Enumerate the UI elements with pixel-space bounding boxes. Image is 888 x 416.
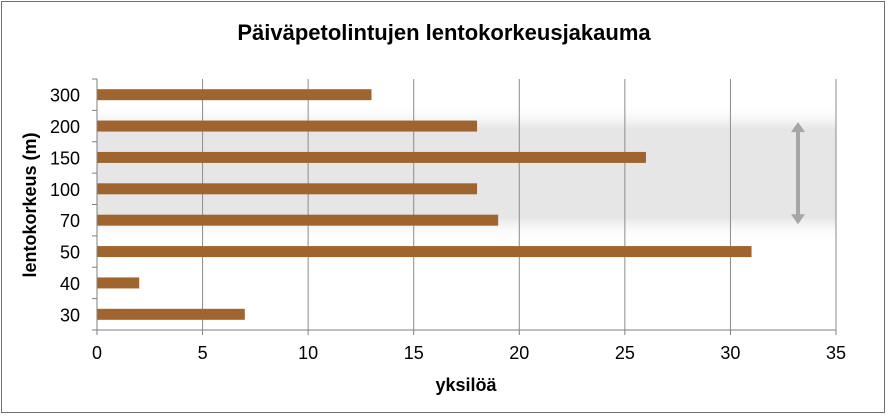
bar-200 [97,120,478,132]
double-arrow-annotation [791,122,805,225]
y-tick-label-70: 70 [60,211,80,231]
arrow-head-up-icon [791,122,805,133]
arrow-head-down-icon [791,214,805,225]
x-tick-label-10: 10 [298,343,318,363]
x-tick-label-15: 15 [404,343,424,363]
bar-300 [97,89,372,101]
y-tick-label-300: 300 [50,86,80,106]
bar-70 [97,214,499,226]
y-tick-label-200: 200 [50,117,80,137]
bar-100 [97,183,478,195]
y-tick-label-30: 30 [60,305,80,325]
x-tick-label-20: 20 [509,343,529,363]
y-tick-label-40: 40 [60,274,80,294]
x-axis-label: yksilöä [435,375,497,395]
y-axis-label: lentokorkeus (m) [20,132,40,277]
x-tick-label-30: 30 [720,343,740,363]
chart-title: Päiväpetolintujen lentokorkeusjakauma [237,20,651,45]
x-tick-label-25: 25 [615,343,635,363]
bar-50 [97,246,752,258]
y-tick-label-150: 150 [50,148,80,168]
y-tick-label-100: 100 [50,180,80,200]
x-tick-label-5: 5 [198,343,208,363]
bar-150 [97,151,646,163]
x-tick-label-35: 35 [826,343,846,363]
x-tick-label-0: 0 [92,343,102,363]
bar-30 [97,308,245,320]
y-tick-label-50: 50 [60,243,80,263]
bar-40 [97,277,140,289]
